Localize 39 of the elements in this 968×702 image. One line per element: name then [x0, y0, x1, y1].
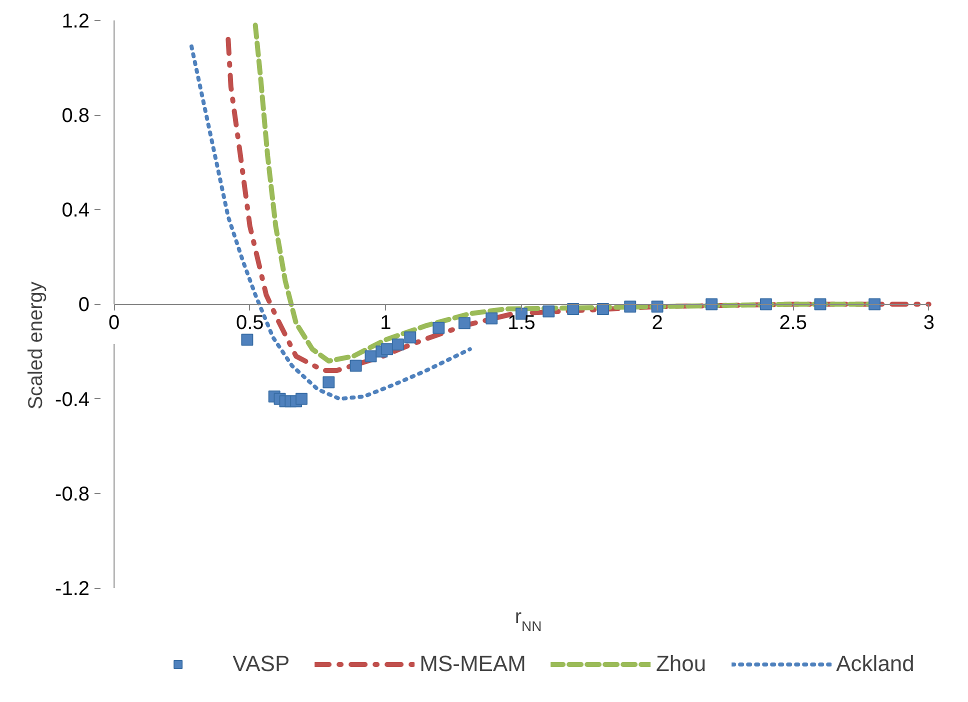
point	[296, 392, 308, 405]
x-tick-label: 2	[652, 312, 663, 334]
legend-label: VASP	[232, 651, 290, 677]
point	[760, 298, 772, 310]
point	[868, 298, 881, 310]
x-tick-label: 3	[923, 312, 934, 334]
x-tick-label: 1	[380, 312, 392, 334]
line-series	[190, 44, 472, 401]
y-tick-label: -0.4	[55, 388, 90, 411]
point	[364, 350, 377, 362]
point	[596, 302, 609, 315]
point	[814, 298, 826, 310]
legend-label: Zhou	[656, 651, 706, 677]
point	[432, 322, 445, 334]
point	[542, 305, 555, 318]
point	[241, 334, 254, 346]
x-tick-label: 1.5	[508, 312, 536, 334]
point	[567, 302, 580, 315]
y-tick-label: 0	[78, 294, 90, 316]
y-tick-label: 0.8	[62, 105, 90, 128]
legend-label: Ackland	[836, 651, 914, 677]
y-tick-label: 0.4	[62, 200, 90, 222]
x-tick-label: 0	[108, 312, 120, 334]
y-tick-label: -1.2	[55, 578, 90, 600]
point	[624, 300, 636, 313]
point	[322, 376, 335, 388]
x-tick-label: 2.5	[779, 312, 808, 334]
legend-label: MS-MEAM	[420, 651, 526, 677]
point	[706, 298, 718, 310]
y-tick-label: 1.2	[62, 10, 90, 32]
point	[458, 317, 470, 330]
point	[404, 331, 416, 344]
point	[392, 338, 404, 350]
x-tick-label: 0.5	[236, 312, 264, 334]
y-tick-label: -0.8	[55, 483, 90, 506]
point	[381, 343, 394, 356]
point	[486, 312, 498, 324]
y-axis-title: Scaled energy	[25, 282, 48, 410]
point	[350, 360, 362, 372]
